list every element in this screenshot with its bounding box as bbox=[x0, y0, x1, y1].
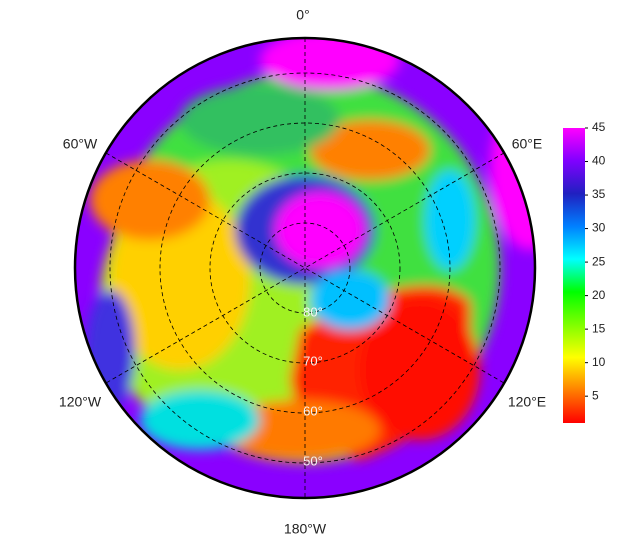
colorbar-tick-label: 45 bbox=[592, 120, 606, 134]
colorbar-tick-label: 30 bbox=[592, 221, 606, 235]
colorbar-tick-label: 15 bbox=[592, 321, 606, 335]
parallel-label: 80° bbox=[303, 304, 323, 319]
colorbar-tick-label: 35 bbox=[592, 187, 606, 201]
colorbar-tick-label: 5 bbox=[592, 388, 599, 402]
meridian-label: 120°E bbox=[508, 394, 546, 410]
parallel-label: 60° bbox=[303, 403, 323, 418]
colorbar-tick-label: 40 bbox=[592, 154, 606, 168]
meridian-label: 180°W bbox=[284, 521, 327, 537]
graticule bbox=[105, 38, 505, 498]
colorbar bbox=[563, 128, 585, 423]
parallel-label: 70° bbox=[303, 353, 323, 368]
colorbar-tick-label: 25 bbox=[592, 254, 606, 268]
meridian-label: 60°W bbox=[63, 136, 98, 152]
colorbar-tick-label: 10 bbox=[592, 355, 606, 369]
meridian-label: 60°E bbox=[512, 136, 543, 152]
colorbar-tick-label: 20 bbox=[592, 288, 606, 302]
meridian-label: 0° bbox=[296, 7, 309, 23]
parallel-label: 50° bbox=[303, 453, 323, 468]
meridian-label: 120°W bbox=[59, 394, 102, 410]
